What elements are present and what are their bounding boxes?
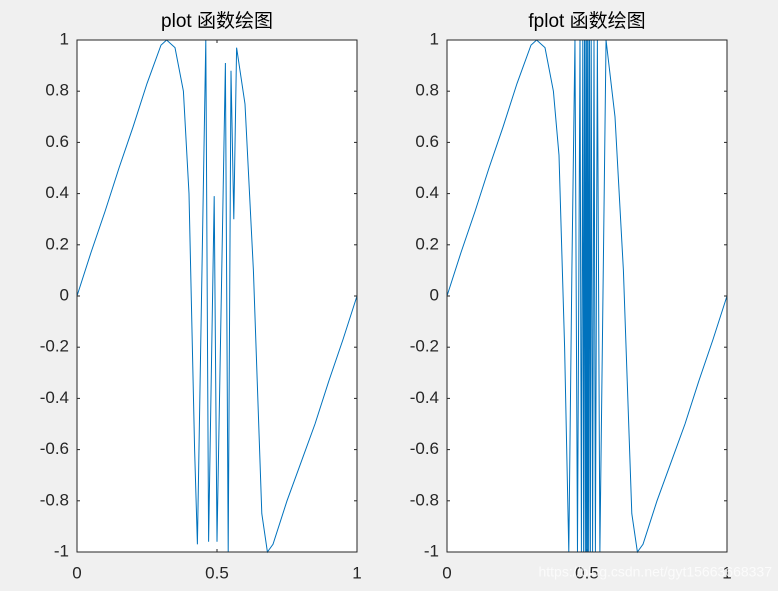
data-line — [76, 39, 358, 554]
y-tick-label: -0.2 — [40, 337, 69, 356]
y-tick-label: 0.2 — [45, 234, 69, 253]
y-tick-label: -0.8 — [410, 490, 439, 509]
x-tick-label: 0 — [72, 563, 81, 582]
y-tick-label: -0.4 — [410, 388, 439, 407]
y-tick-label: 0.6 — [415, 132, 439, 151]
axes-box — [446, 39, 728, 553]
y-tick-label: 0.6 — [45, 132, 69, 151]
x-tick-label: 1 — [722, 563, 731, 582]
y-tick-label: 0.8 — [45, 81, 69, 100]
y-tick-label: 0 — [430, 285, 439, 304]
x-tick-label: 1 — [352, 563, 361, 582]
y-tick-label: 1 — [60, 29, 69, 48]
y-tick-label: 1 — [430, 29, 439, 48]
y-tick-label: 0.4 — [45, 183, 69, 202]
axes-background — [77, 40, 357, 552]
x-tick-label: 0.5 — [205, 563, 229, 582]
y-tick-label: 0.2 — [415, 234, 439, 253]
x-tick-label: 0 — [442, 563, 451, 582]
y-tick-label: -0.6 — [40, 439, 69, 458]
y-tick-label: -1 — [54, 541, 69, 560]
y-tick-label: 0 — [60, 285, 69, 304]
y-tick-label: -0.2 — [410, 337, 439, 356]
y-tick-label: 0.8 — [415, 81, 439, 100]
y-tick-label: -1 — [424, 541, 439, 560]
x-tick-label: 0.5 — [575, 563, 599, 582]
chart-title: fplot 函数绘图 — [528, 10, 645, 32]
y-tick-label: -0.4 — [40, 388, 69, 407]
chart-title: plot 函数绘图 — [161, 10, 273, 32]
y-tick-label: 0.4 — [415, 183, 439, 202]
watermark: https://blog.csdn.net/gyt15663668337 — [538, 564, 772, 580]
axes-box — [76, 39, 358, 553]
y-tick-label: -0.8 — [40, 490, 69, 509]
y-tick-label: -0.6 — [410, 439, 439, 458]
